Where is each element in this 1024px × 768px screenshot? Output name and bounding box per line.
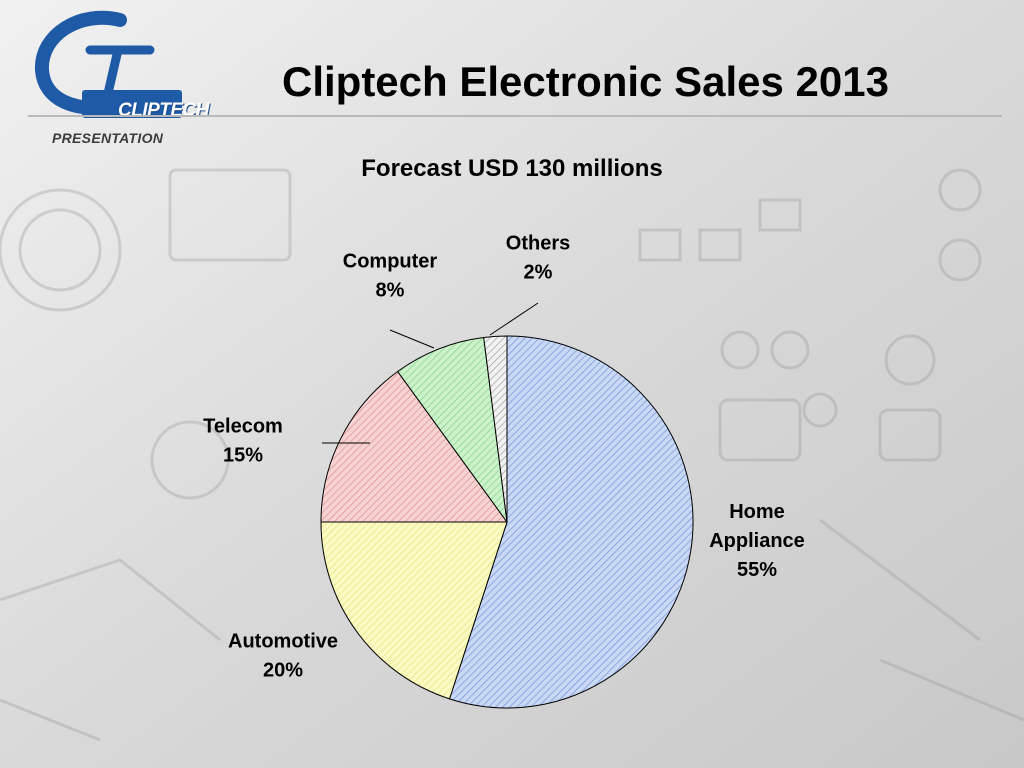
pie-slice-telecom <box>320 370 508 523</box>
data-label-others: Others 2% <box>506 233 570 284</box>
data-label-home-appliance: Home Appliance 55% <box>709 501 805 581</box>
pie-slice-home-appliance <box>448 335 694 709</box>
pie-slice-computer <box>396 336 508 523</box>
title-divider <box>28 115 1002 117</box>
data-label-automotive: Automotive 20% <box>228 631 338 682</box>
chart-subtitle: Forecast USD 130 millions <box>361 155 663 182</box>
pie-slice-others <box>483 335 508 523</box>
logo-mark-icon <box>35 10 182 118</box>
leader-line-others <box>489 302 539 336</box>
leader-line-computer <box>389 329 435 349</box>
data-label-telecom: Telecom 15% <box>203 416 283 467</box>
data-label-computer: Computer 8% <box>343 251 438 302</box>
slide-title: Cliptech Electronic Sales 2013 <box>282 58 889 105</box>
logo-tagline: PRESENTATION <box>52 130 164 146</box>
pie-slice-automotive <box>320 521 508 700</box>
